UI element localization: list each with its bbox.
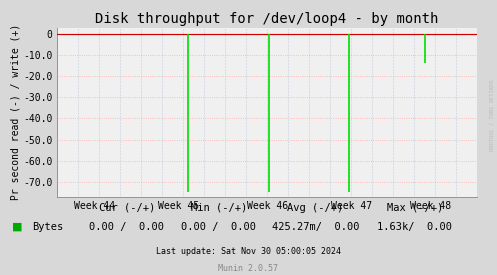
Text: RRDTOOL / TOBI OETIKER: RRDTOOL / TOBI OETIKER [490,80,495,151]
Text: Bytes: Bytes [32,222,64,232]
Y-axis label: Pr second read (-) / write (+): Pr second read (-) / write (+) [10,24,20,200]
Text: 1.63k/  0.00: 1.63k/ 0.00 [378,222,452,232]
Text: Max (-/+): Max (-/+) [387,203,443,213]
Text: Munin 2.0.57: Munin 2.0.57 [219,264,278,273]
Text: Cur (-/+): Cur (-/+) [98,203,155,213]
Title: Disk throughput for /dev/loop4 - by month: Disk throughput for /dev/loop4 - by mont… [95,12,439,26]
Text: Min (-/+): Min (-/+) [190,203,247,213]
Text: 0.00 /  0.00: 0.00 / 0.00 [89,222,164,232]
Text: 0.00 /  0.00: 0.00 / 0.00 [181,222,256,232]
Text: Last update: Sat Nov 30 05:00:05 2024: Last update: Sat Nov 30 05:00:05 2024 [156,247,341,256]
Text: ■: ■ [12,222,23,232]
Text: 425.27m/  0.00: 425.27m/ 0.00 [272,222,359,232]
Text: Avg (-/+): Avg (-/+) [287,203,344,213]
